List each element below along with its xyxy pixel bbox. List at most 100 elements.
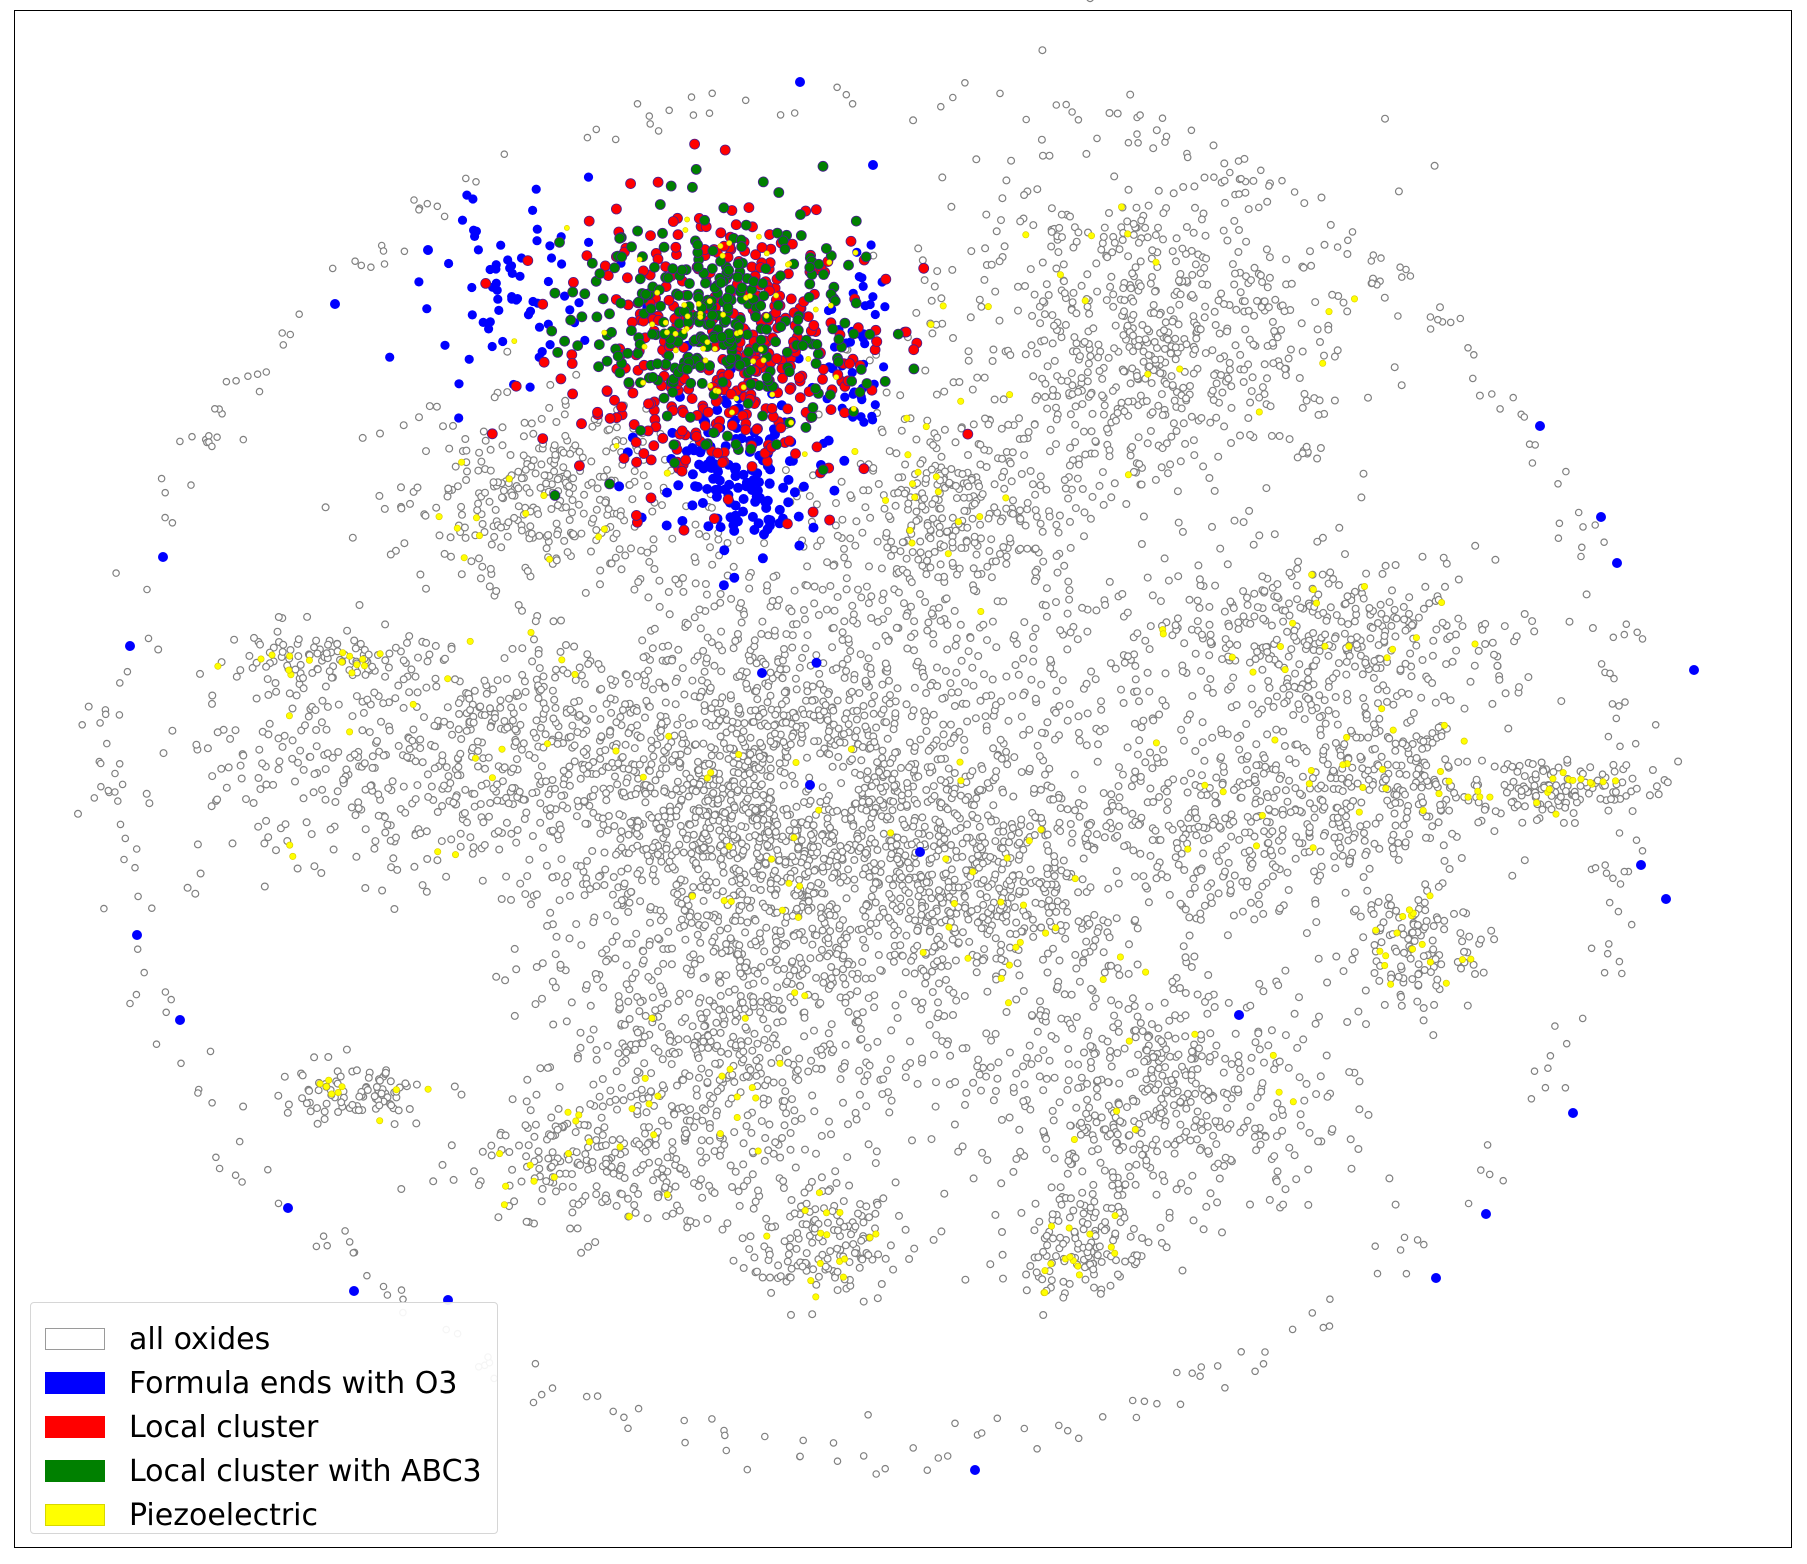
point bbox=[453, 482, 462, 491]
point bbox=[717, 667, 726, 676]
point bbox=[884, 512, 893, 521]
point bbox=[1141, 758, 1150, 767]
point bbox=[873, 537, 882, 546]
point bbox=[622, 980, 631, 989]
point bbox=[526, 900, 535, 909]
point bbox=[1038, 151, 1047, 160]
point bbox=[816, 1045, 825, 1054]
point bbox=[851, 1108, 860, 1117]
point bbox=[411, 672, 420, 681]
point bbox=[538, 1184, 547, 1193]
point bbox=[948, 558, 957, 567]
point bbox=[1141, 335, 1150, 344]
point bbox=[1102, 296, 1111, 305]
point bbox=[936, 560, 945, 569]
point bbox=[1190, 203, 1199, 212]
point bbox=[1312, 918, 1321, 927]
point bbox=[779, 1176, 788, 1185]
point bbox=[1375, 844, 1384, 853]
point bbox=[1099, 948, 1108, 957]
point bbox=[1177, 849, 1186, 858]
point bbox=[1223, 1103, 1232, 1112]
point bbox=[1227, 403, 1236, 412]
point bbox=[1104, 1101, 1113, 1110]
point bbox=[655, 576, 664, 585]
point bbox=[1514, 683, 1523, 692]
point bbox=[976, 460, 985, 469]
point bbox=[1311, 298, 1320, 307]
point bbox=[460, 523, 469, 532]
point bbox=[1193, 1064, 1202, 1073]
point bbox=[1258, 572, 1267, 581]
point bbox=[841, 1040, 850, 1049]
point bbox=[1332, 952, 1341, 961]
point bbox=[262, 816, 271, 825]
point bbox=[1258, 665, 1267, 674]
point bbox=[873, 845, 882, 854]
point bbox=[1128, 364, 1137, 373]
point bbox=[553, 1125, 562, 1134]
point bbox=[1382, 615, 1391, 624]
point bbox=[1280, 741, 1289, 750]
point bbox=[976, 1086, 985, 1095]
point bbox=[742, 1121, 751, 1130]
point bbox=[1263, 793, 1272, 802]
point bbox=[964, 356, 973, 365]
point bbox=[703, 1078, 712, 1087]
point bbox=[630, 467, 639, 476]
point bbox=[794, 1076, 803, 1085]
point bbox=[1036, 519, 1045, 528]
point bbox=[887, 1026, 896, 1035]
point bbox=[1246, 1102, 1255, 1111]
point bbox=[996, 216, 1005, 225]
point bbox=[1520, 609, 1529, 618]
point bbox=[1203, 684, 1212, 693]
point bbox=[498, 493, 507, 502]
point bbox=[1071, 950, 1080, 959]
point bbox=[1412, 770, 1421, 779]
point bbox=[1029, 924, 1038, 933]
point bbox=[1189, 228, 1198, 237]
point bbox=[1255, 1045, 1264, 1054]
point bbox=[1064, 1044, 1073, 1053]
point bbox=[260, 882, 269, 891]
point bbox=[1009, 1167, 1018, 1176]
point bbox=[550, 441, 559, 450]
point bbox=[588, 1157, 597, 1166]
point bbox=[1015, 851, 1024, 860]
point bbox=[693, 930, 702, 939]
point bbox=[1275, 904, 1284, 913]
point bbox=[1234, 624, 1243, 633]
point bbox=[1343, 1017, 1352, 1026]
point bbox=[1056, 827, 1065, 836]
point bbox=[256, 785, 265, 794]
point bbox=[1187, 962, 1196, 971]
point bbox=[1063, 1085, 1072, 1094]
point bbox=[664, 1121, 673, 1130]
point bbox=[842, 574, 851, 583]
point bbox=[1107, 1062, 1116, 1071]
point bbox=[1324, 682, 1333, 691]
point bbox=[1171, 257, 1180, 266]
point bbox=[1315, 396, 1324, 405]
point bbox=[1137, 1128, 1146, 1137]
point bbox=[702, 1008, 711, 1017]
point bbox=[1298, 403, 1307, 412]
point bbox=[865, 1061, 874, 1070]
point bbox=[285, 689, 294, 698]
point bbox=[1147, 1020, 1156, 1029]
point bbox=[1311, 899, 1320, 908]
point bbox=[379, 751, 388, 760]
point bbox=[602, 1159, 611, 1168]
point bbox=[1083, 1095, 1092, 1104]
point bbox=[208, 691, 217, 700]
point bbox=[1326, 568, 1335, 577]
point bbox=[797, 1114, 806, 1123]
point bbox=[159, 749, 168, 758]
point bbox=[1285, 435, 1294, 444]
point bbox=[1119, 331, 1128, 340]
point bbox=[1344, 620, 1353, 629]
point bbox=[1147, 273, 1156, 282]
point bbox=[1067, 369, 1076, 378]
point bbox=[1210, 1002, 1219, 1011]
